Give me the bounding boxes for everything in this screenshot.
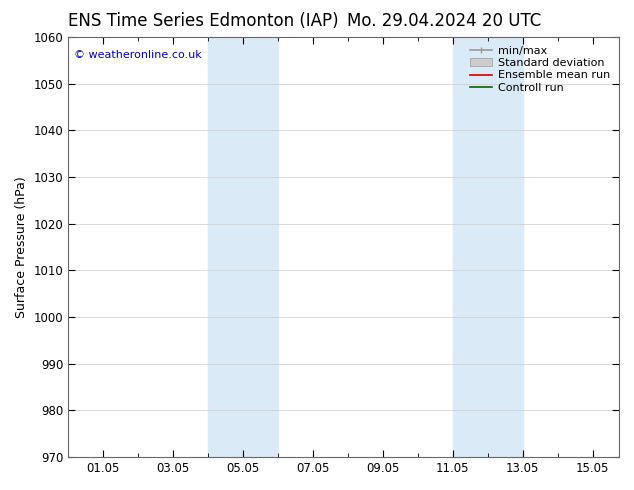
Bar (208, 37, 278, 457)
Y-axis label: Surface Pressure (hPa): Surface Pressure (hPa) (15, 176, 28, 318)
Text: Mo. 29.04.2024 20 UTC: Mo. 29.04.2024 20 UTC (347, 12, 541, 30)
Bar (453, 37, 523, 457)
Text: ENS Time Series Edmonton (IAP): ENS Time Series Edmonton (IAP) (68, 12, 338, 30)
Legend: min/max, Standard deviation, Ensemble mean run, Controll run: min/max, Standard deviation, Ensemble me… (467, 43, 614, 96)
Text: © weatheronline.co.uk: © weatheronline.co.uk (74, 50, 202, 60)
